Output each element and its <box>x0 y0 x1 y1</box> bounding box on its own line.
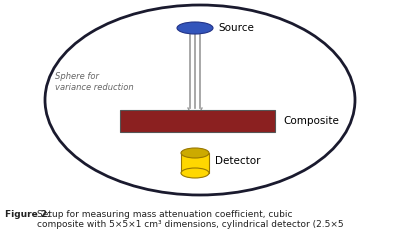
Text: Setup for measuring mass attenuation coefficient, cubic
composite with 5×5×1 cm³: Setup for measuring mass attenuation coe… <box>37 210 344 230</box>
Text: Detector: Detector <box>215 156 260 166</box>
Bar <box>120 110 275 132</box>
Ellipse shape <box>181 148 209 158</box>
Ellipse shape <box>181 168 209 178</box>
Bar <box>181 153 209 173</box>
Text: Composite: Composite <box>283 116 339 126</box>
Text: Figure 2:: Figure 2: <box>5 210 54 219</box>
Text: Sphere for
variance reduction: Sphere for variance reduction <box>55 72 134 92</box>
Ellipse shape <box>177 22 213 34</box>
Text: Source: Source <box>218 23 254 33</box>
